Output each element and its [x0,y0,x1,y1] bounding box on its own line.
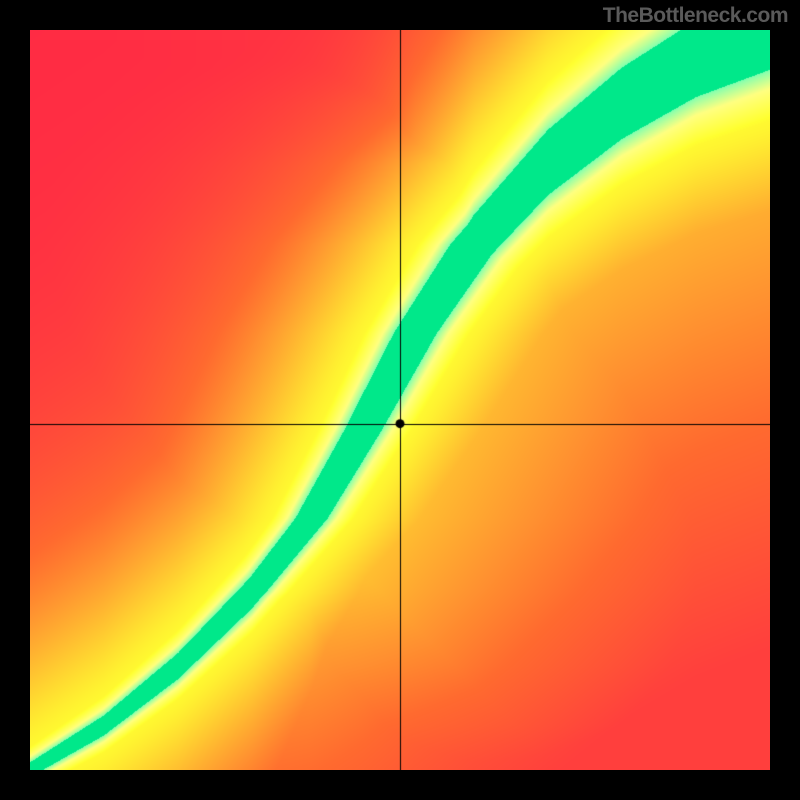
bottleneck-heatmap [30,30,770,770]
watermark-text: TheBottleneck.com [603,4,788,28]
